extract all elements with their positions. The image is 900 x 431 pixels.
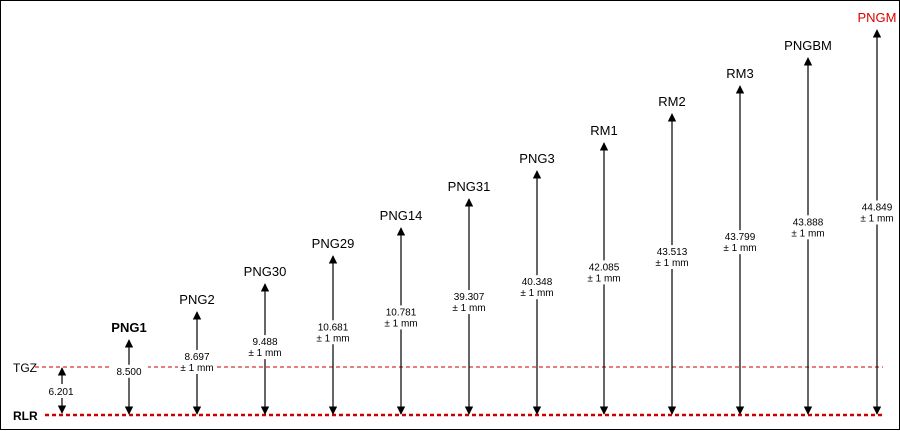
marker-png31-value: 39.307: [454, 292, 485, 303]
marker-png30-value: 9.488: [252, 337, 277, 348]
marker-pngm: PNGM 44.849± 1 mm: [858, 10, 897, 415]
marker-png3-value-background: [518, 275, 556, 300]
marker-png2-label: PNG2: [179, 292, 214, 307]
marker-png2: PNG2 8.697± 1 mm: [178, 292, 216, 415]
marker-png14-tolerance: ± 1 mm: [384, 318, 417, 329]
marker-png30: PNG30 9.488± 1 mm: [244, 264, 287, 415]
marker-rm3-tolerance: ± 1 mm: [723, 243, 756, 254]
marker-png14-value-background: [382, 305, 420, 330]
marker-rm2-value-background: [653, 245, 691, 269]
marker-rm1-label: RM1: [590, 123, 617, 138]
marker-png29-value: 10.681: [318, 322, 349, 333]
marker-png31-value-background: [450, 290, 488, 315]
marker-png29-tolerance: ± 1 mm: [316, 333, 349, 344]
tgz-value-background: [45, 384, 75, 398]
marker-png29-label: PNG29: [312, 236, 355, 251]
marker-rm1-tolerance: ± 1 mm: [587, 273, 620, 284]
marker-png30-value-background: [246, 335, 284, 360]
marker-rm3-label: RM3: [726, 66, 753, 81]
marker-png31: PNG31 39.307± 1 mm: [448, 179, 491, 415]
marker-png1: PNG1 8.500: [110, 320, 148, 415]
rlr-label: RLR: [13, 409, 38, 423]
tgz-value: 6.201: [48, 387, 73, 398]
marker-png1-label: PNG1: [111, 320, 146, 335]
marker-png29: PNG29 10.681± 1 mm: [312, 236, 355, 415]
tgz-label: TGZ: [13, 361, 37, 375]
marker-png30-label: PNG30: [244, 264, 287, 279]
marker-png3-tolerance: ± 1 mm: [520, 288, 553, 299]
marker-rm3: RM3 43.799± 1 mm: [721, 66, 759, 415]
marker-pngm-value: 44.849: [862, 202, 893, 213]
marker-pngbm-value-background: [789, 215, 827, 240]
marker-png1-value-background: [110, 364, 148, 378]
marker-rm1-value: 42.085: [589, 262, 620, 273]
marker-pngbm-label: PNGBM: [784, 38, 832, 53]
marker-png3: PNG3 40.348± 1 mm: [518, 151, 556, 415]
marker-png14-value: 10.781: [386, 307, 417, 318]
marker-rm1: RM1 42.085± 1 mm: [585, 123, 623, 415]
marker-pngbm-value: 43.888: [793, 217, 824, 228]
marker-png2-value: 8.697: [184, 352, 209, 363]
marker-png14-label: PNG14: [380, 208, 423, 223]
marker-png29-value-background: [314, 320, 352, 345]
marker-rm1-value-background: [585, 260, 623, 285]
marker-rm2-tolerance: ± 1 mm: [655, 258, 688, 269]
marker-pngbm-tolerance: ± 1 mm: [791, 228, 824, 239]
marker-rm2-value: 43.513: [657, 247, 688, 258]
marker-png3-label: PNG3: [519, 151, 554, 166]
marker-rm2: RM2 43.513± 1 mm: [653, 94, 691, 415]
marker-png2-tolerance: ± 1 mm: [180, 363, 213, 374]
marker-png30-tolerance: ± 1 mm: [248, 348, 281, 359]
marker-rm2-label: RM2: [658, 94, 685, 109]
marker-png2-value-background: [178, 349, 216, 374]
marker-rm3-value: 43.799: [725, 232, 756, 243]
marker-png31-tolerance: ± 1 mm: [452, 303, 485, 314]
marker-png31-label: PNG31: [448, 179, 491, 194]
marker-png3-value: 40.348: [522, 277, 553, 288]
marker-pngm-label: PNGM: [858, 10, 897, 25]
marker-png14: PNG14 10.781± 1 mm: [380, 208, 423, 415]
marker-pngm-tolerance: ± 1 mm: [860, 213, 893, 224]
marker-pngm-value-background: [858, 200, 896, 225]
marker-pngbm: PNGBM 43.888± 1 mm: [784, 38, 832, 415]
marker-png1-value: 8.500: [116, 367, 141, 378]
marker-rm3-value-background: [721, 230, 759, 255]
